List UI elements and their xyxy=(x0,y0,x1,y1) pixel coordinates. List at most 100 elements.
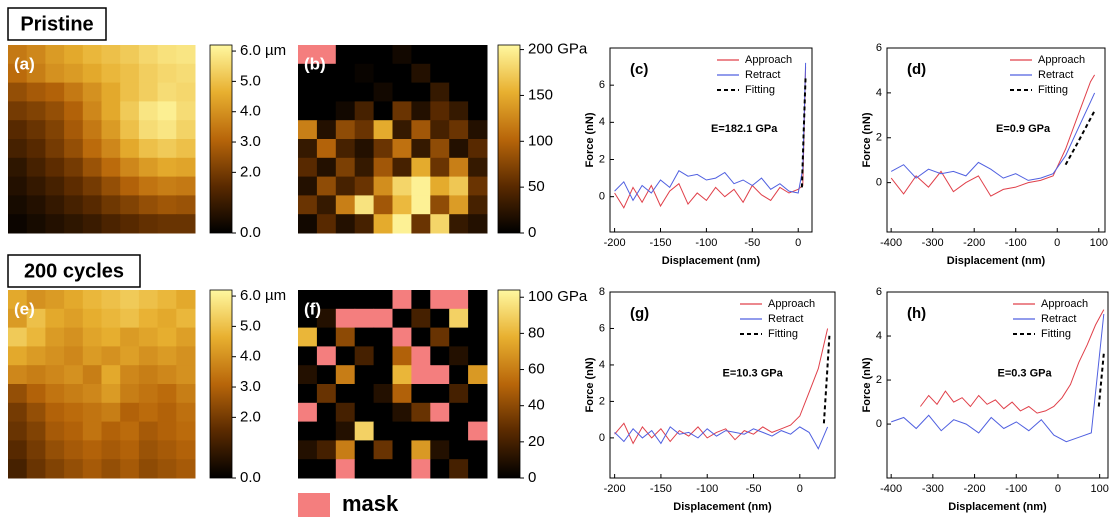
heatmap-cell xyxy=(317,101,336,120)
heatmap-cell xyxy=(83,328,102,347)
heatmap-cell xyxy=(176,440,195,459)
heatmap-cell xyxy=(298,120,317,139)
heatmap-cell xyxy=(120,83,139,102)
heatmap-cell xyxy=(176,384,195,403)
heatmap-cell xyxy=(120,64,139,83)
heatmap-cell xyxy=(317,177,336,196)
heatmap-cell xyxy=(317,83,336,102)
heatmap-cell xyxy=(176,158,195,177)
heatmap-cell xyxy=(27,120,46,139)
heatmap-cell xyxy=(374,158,393,177)
heatmap-cell xyxy=(449,45,468,64)
heatmap-cell xyxy=(430,83,449,102)
heatmap-cell xyxy=(449,403,468,422)
heatmap-cell xyxy=(139,346,158,365)
series-line xyxy=(1099,354,1104,407)
heatmap-cell xyxy=(102,403,121,422)
heatmap-cell xyxy=(176,365,195,384)
legend-label: Approach xyxy=(1041,298,1088,310)
x-axis-title: Displacement (nm) xyxy=(948,501,1047,513)
heatmap-cell xyxy=(120,45,139,64)
heatmap-cell xyxy=(158,120,177,139)
heatmap-cell xyxy=(355,83,374,102)
colorbar-tick-label: 80 xyxy=(528,324,545,341)
heatmap-cell xyxy=(355,101,374,120)
heatmap-cell xyxy=(449,459,468,478)
heatmap-cell xyxy=(374,346,393,365)
heatmap-cell xyxy=(468,440,487,459)
colorbar-tick-label: 0.0 xyxy=(240,224,261,241)
heatmap-cell xyxy=(430,384,449,403)
heatmap-cell xyxy=(374,290,393,309)
heatmap-cell xyxy=(374,195,393,214)
heatmap-cell xyxy=(393,139,412,158)
heatmap-cell xyxy=(430,45,449,64)
heatmap-cell xyxy=(8,440,27,459)
heatmap-cell xyxy=(449,83,468,102)
heatmap-cell xyxy=(449,195,468,214)
heatmap-cell xyxy=(374,440,393,459)
heatmap-cell xyxy=(449,139,468,158)
colorbar-tick-label: 2.0 xyxy=(240,408,261,425)
heatmap-cell xyxy=(355,139,374,158)
legend-label: Approach xyxy=(768,298,815,310)
heatmap-cell xyxy=(336,177,355,196)
heatmap-cell xyxy=(139,83,158,102)
heatmap-cell xyxy=(393,346,412,365)
heatmap-cell xyxy=(336,309,355,328)
panel-label: (g) xyxy=(630,305,649,322)
y-axis-title: Force (nN) xyxy=(584,112,596,167)
heatmap-cell xyxy=(139,422,158,441)
heatmap-cell xyxy=(374,403,393,422)
x-tick-label: 100 xyxy=(1090,237,1108,249)
heatmap-cell xyxy=(411,422,430,441)
heatmap-cell xyxy=(102,158,121,177)
heatmap-cell xyxy=(449,328,468,347)
mask-label: mask xyxy=(342,491,399,516)
row-label: Pristine xyxy=(20,13,93,35)
heatmap-cell xyxy=(120,214,139,233)
heatmap-cell xyxy=(27,328,46,347)
legend-label: Retract xyxy=(1041,313,1076,325)
heatmap-cell xyxy=(317,440,336,459)
heatmap-cell xyxy=(317,195,336,214)
heatmap-cell xyxy=(176,83,195,102)
x-tick-label: 0 xyxy=(797,483,803,495)
heatmap-cell xyxy=(411,346,430,365)
x-axis-title: Displacement (nm) xyxy=(662,255,761,267)
heatmap-cell xyxy=(176,177,195,196)
heatmap-cell xyxy=(83,365,102,384)
heatmap-cell xyxy=(355,64,374,83)
heatmap-cell xyxy=(449,101,468,120)
heatmap-cell xyxy=(355,158,374,177)
heatmap-cell xyxy=(83,384,102,403)
heatmap-cell xyxy=(374,139,393,158)
heatmap-cell xyxy=(8,422,27,441)
heatmap-cell xyxy=(176,328,195,347)
heatmap-cell xyxy=(355,45,374,64)
heatmap-cell xyxy=(8,459,27,478)
heatmap-cell xyxy=(64,403,83,422)
heatmap-cell xyxy=(120,384,139,403)
heatmap-cell xyxy=(120,422,139,441)
heatmap-cell xyxy=(393,214,412,233)
heatmap-cell xyxy=(120,158,139,177)
heatmap-cell xyxy=(102,195,121,214)
heatmap-cell xyxy=(411,101,430,120)
x-axis-title: Displacement (nm) xyxy=(947,255,1046,267)
heatmap-cell xyxy=(158,440,177,459)
heatmap-cell xyxy=(8,384,27,403)
panel-label: (f) xyxy=(304,299,321,318)
x-tick-label: -100 xyxy=(695,237,717,249)
heatmap-cell xyxy=(430,195,449,214)
colorbar-tick-label: 200 GPa xyxy=(528,41,588,58)
legend-label: Retract xyxy=(745,69,780,81)
heatmap-cell xyxy=(120,290,139,309)
heatmap-cell xyxy=(298,195,317,214)
heatmap-cell xyxy=(393,83,412,102)
x-tick-label: -200 xyxy=(604,483,626,495)
heatmap-cell xyxy=(411,195,430,214)
heatmap-cell xyxy=(158,328,177,347)
heatmap-cell xyxy=(298,403,317,422)
heatmap-cell xyxy=(336,346,355,365)
